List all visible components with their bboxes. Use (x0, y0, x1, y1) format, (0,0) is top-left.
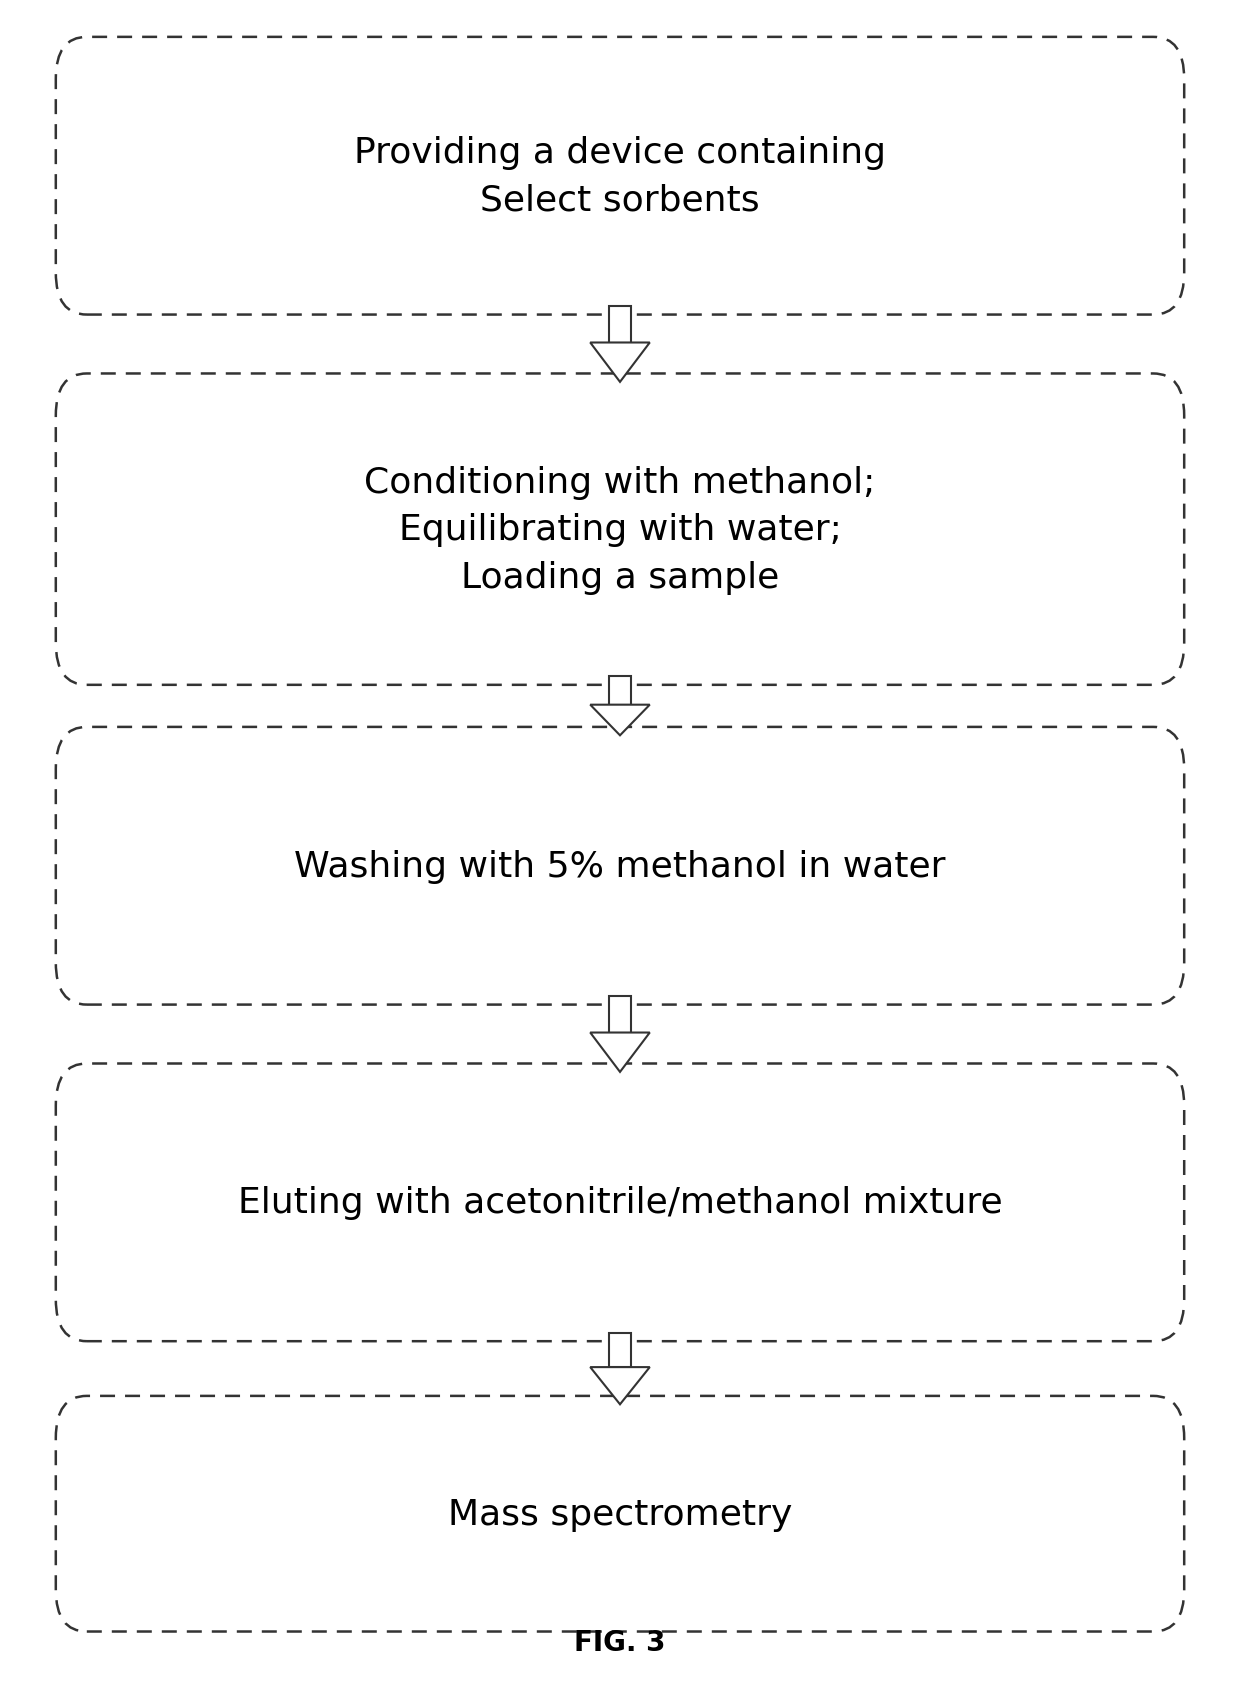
Polygon shape (609, 676, 631, 705)
FancyBboxPatch shape (56, 1065, 1184, 1342)
FancyBboxPatch shape (56, 728, 1184, 1006)
Text: Mass spectrometry: Mass spectrometry (448, 1497, 792, 1531)
FancyBboxPatch shape (56, 1396, 1184, 1632)
Text: Eluting with acetonitrile/methanol mixture: Eluting with acetonitrile/methanol mixtu… (238, 1186, 1002, 1219)
Polygon shape (609, 308, 631, 343)
Polygon shape (609, 1332, 631, 1367)
Text: FIG. 3: FIG. 3 (574, 1628, 666, 1655)
Polygon shape (590, 1367, 650, 1404)
Polygon shape (609, 996, 631, 1033)
Text: Providing a device containing
Select sorbents: Providing a device containing Select sor… (353, 136, 887, 217)
Text: Conditioning with methanol;
Equilibrating with water;
Loading a sample: Conditioning with methanol; Equilibratin… (365, 466, 875, 594)
FancyBboxPatch shape (56, 37, 1184, 316)
Text: Washing with 5% methanol in water: Washing with 5% methanol in water (294, 849, 946, 883)
Polygon shape (590, 1033, 650, 1073)
Polygon shape (590, 705, 650, 737)
FancyBboxPatch shape (56, 373, 1184, 686)
Polygon shape (590, 343, 650, 382)
